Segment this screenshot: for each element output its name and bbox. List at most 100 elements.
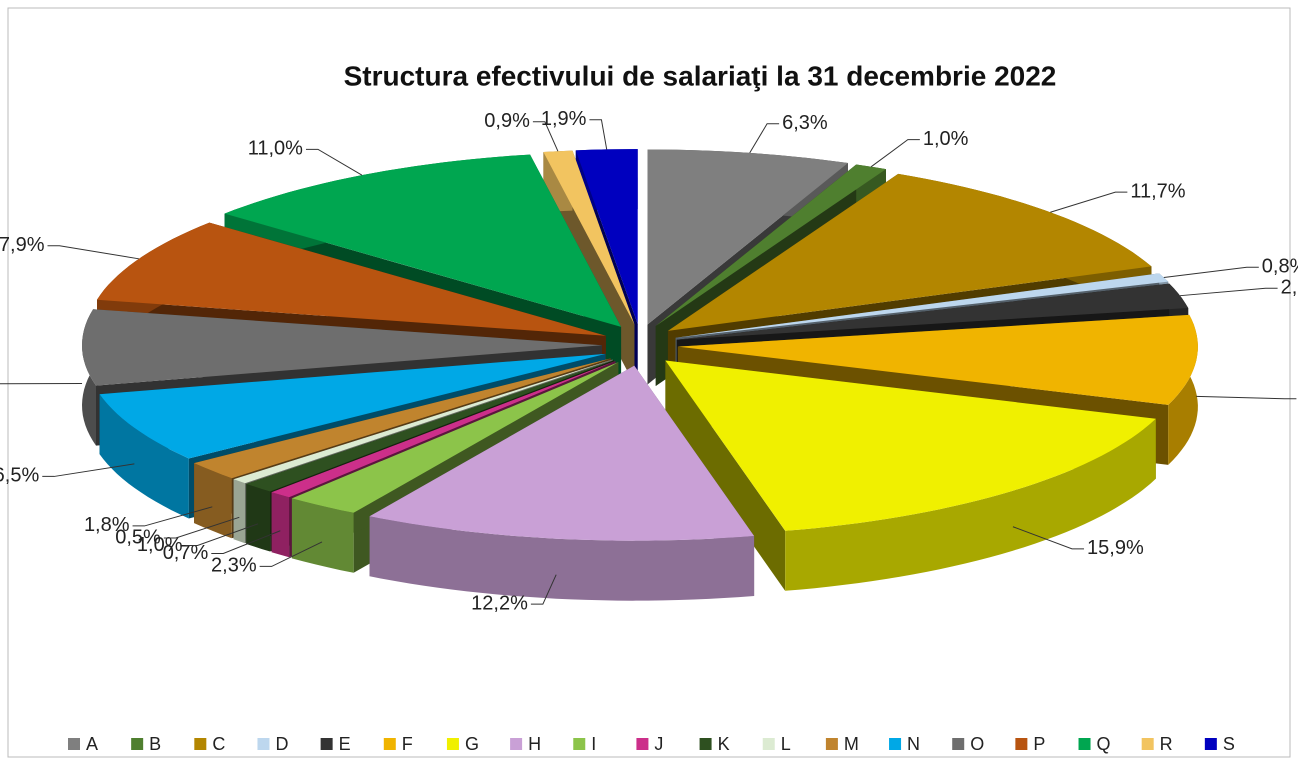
slice — [246, 360, 614, 492]
slice-edge — [99, 394, 189, 519]
legend-swatch — [952, 738, 965, 750]
data-label: 12,2% — [471, 592, 528, 614]
slice — [369, 365, 755, 541]
slice-group — [665, 360, 1156, 591]
slice — [647, 149, 848, 325]
leader-line — [132, 506, 213, 527]
legend-label: K — [718, 734, 730, 754]
legend-swatch — [194, 738, 207, 750]
legend-label: E — [339, 734, 351, 754]
leader-line — [870, 139, 920, 168]
chart-title: Structura efectivului de salariaţi la 31… — [344, 60, 1057, 91]
slice-group — [369, 365, 755, 601]
legend-label: J — [654, 734, 663, 754]
leader-line — [589, 119, 608, 150]
slice — [82, 309, 603, 386]
labels: 6,3%1,0%11,7%0,8%2,3%8,3%15,9%12,2%2,3%0… — [0, 108, 1298, 614]
legend-label: H — [528, 734, 541, 754]
slice — [575, 149, 638, 325]
data-label: 0,7% — [163, 542, 209, 564]
legend-swatch — [510, 738, 523, 750]
legend-label: G — [465, 734, 479, 754]
legend-label: Q — [1097, 734, 1111, 754]
legend-label: B — [149, 734, 161, 754]
leader-line — [259, 541, 323, 567]
legend-label: F — [402, 734, 413, 754]
data-label: 2,3% — [211, 555, 257, 577]
legend-label: N — [907, 734, 920, 754]
slice-edge — [233, 479, 245, 544]
slice — [271, 360, 616, 498]
legend-label: D — [275, 734, 288, 754]
legend-label: C — [212, 734, 225, 754]
data-label: 15,9% — [1087, 537, 1144, 559]
data-label: 11,0% — [248, 138, 303, 160]
data-label: 0,8% — [1262, 256, 1298, 278]
data-label: 1,8% — [84, 514, 130, 536]
legend-swatch — [446, 738, 459, 750]
slice-edge — [194, 463, 232, 539]
legend: A B C D E F G H I J K L M N O P Q R S — [68, 734, 1235, 754]
legend-swatch — [573, 738, 586, 750]
data-label: 6,3% — [782, 112, 828, 134]
legend-swatch — [1204, 738, 1217, 750]
legend-label: M — [844, 734, 859, 754]
data-label: 1,0% — [923, 128, 969, 150]
legend-swatch — [131, 738, 144, 750]
leader-line — [532, 121, 559, 152]
slice — [676, 283, 1189, 340]
legend-label: L — [781, 734, 791, 754]
slice — [675, 273, 1169, 338]
leader-line — [42, 463, 135, 477]
leader-line — [1179, 287, 1278, 297]
leader-line — [211, 530, 281, 555]
leader-line — [749, 123, 780, 154]
slice — [665, 360, 1156, 531]
leader-line — [1163, 266, 1259, 278]
data-label: 6,5% — [0, 465, 39, 487]
slice — [224, 154, 622, 327]
legend-swatch — [257, 738, 270, 750]
slice — [291, 362, 619, 513]
legend-label: A — [86, 734, 98, 754]
legend-swatch — [320, 738, 333, 750]
legend-swatch — [1078, 738, 1091, 750]
slice-side — [665, 360, 786, 591]
data-label: 0,5% — [115, 526, 161, 548]
legend-label: O — [970, 734, 984, 754]
slice-edge — [785, 418, 1156, 591]
data-label: 11,7% — [1130, 180, 1185, 202]
legend-swatch — [383, 738, 396, 750]
leader-line — [1012, 526, 1085, 550]
legend-swatch — [889, 738, 902, 750]
leader-line — [163, 516, 240, 539]
slice-edge — [271, 492, 290, 558]
data-label: 1,9% — [541, 108, 587, 130]
data-label: 0,9% — [484, 110, 530, 132]
leader-line — [305, 148, 363, 176]
data-label: 2,3% — [1281, 276, 1298, 298]
legend-label: R — [1160, 734, 1173, 754]
legend-swatch — [636, 738, 649, 750]
legend-swatch — [825, 738, 838, 750]
slice — [194, 358, 611, 479]
slice-side — [291, 362, 619, 559]
slice-edge — [246, 484, 271, 552]
leader-line — [530, 574, 557, 605]
slice — [233, 359, 613, 484]
slice — [97, 222, 606, 336]
legend-swatch — [1141, 738, 1154, 750]
pie — [82, 149, 1198, 601]
legend-label: P — [1033, 734, 1045, 754]
legend-label: S — [1223, 734, 1235, 754]
slice-edge — [369, 516, 755, 601]
slice — [677, 314, 1198, 405]
data-label: 1,0% — [137, 534, 183, 556]
data-label: 7,9% — [0, 234, 45, 256]
slice — [543, 150, 635, 325]
slice — [667, 173, 1152, 331]
legend-swatch — [68, 738, 80, 750]
slice — [99, 353, 606, 459]
legend-label: I — [591, 734, 596, 754]
